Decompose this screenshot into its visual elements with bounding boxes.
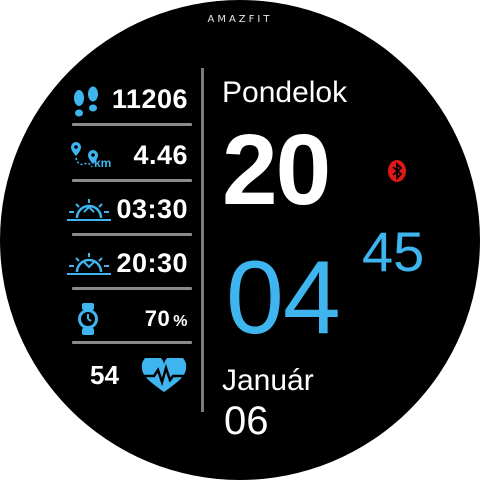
row-divider [72,179,192,182]
row-divider [72,287,192,290]
steps-row[interactable]: 11206 [66,78,194,126]
seconds-display: 45 [362,220,425,283]
distance-unit: km [94,156,112,170]
distance-value: 4.46 [133,140,188,170]
battery-unit: % [173,313,188,330]
row-divider [72,123,192,126]
sunset-icon [66,252,112,283]
battery-value: 70% [145,306,188,332]
row-divider [72,233,192,236]
route-pin-icon [70,140,100,177]
weekday-label: Pondelok [222,76,348,109]
bluetooth-icon [387,159,407,188]
watch-icon [76,302,100,341]
sunset-row[interactable]: 20:30 [66,242,194,290]
sunrise-icon [66,198,112,229]
sunrise-value: 03:30 [116,194,188,224]
sunset-value: 20:30 [116,248,188,278]
hours-display: 20 [222,114,331,226]
month-label: Január [222,364,314,397]
row-divider [72,341,192,344]
day-number: 06 [224,399,269,443]
sunrise-row[interactable]: 03:30 [66,188,194,236]
battery-number: 70 [144,306,171,331]
heart-pulse-icon[interactable] [140,354,188,399]
vertical-divider [201,68,204,412]
distance-row[interactable]: km 4.46 [66,134,194,182]
minutes-display: 04 [226,240,341,356]
steps-value: 11206 [111,84,188,114]
battery-row[interactable]: 70% [66,296,194,344]
heart-rate-value: 54 [90,360,119,390]
footsteps-icon [70,86,102,125]
brand-label: AMAZFIT [207,14,273,25]
